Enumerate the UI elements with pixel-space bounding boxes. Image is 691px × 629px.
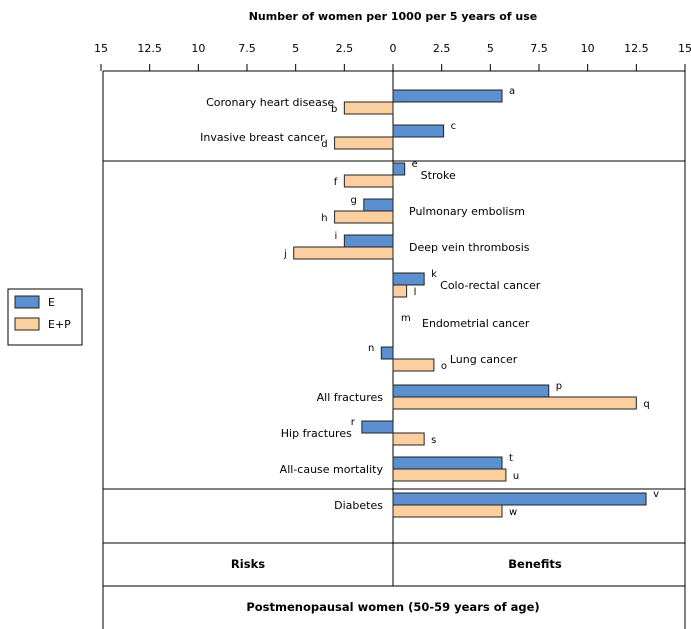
- x-axis-ticks: 15 12.5 10 7.5 5 2.5 0 2.5 5 7.5 10 12.5 15: [94, 42, 691, 71]
- x-tick-label: 12.5: [137, 42, 162, 55]
- bar-i: [343, 234, 394, 248]
- x-tick-label: 15: [678, 42, 691, 55]
- bar-letter: m: [401, 313, 411, 324]
- bar-letter: u: [513, 471, 519, 482]
- bar-w: [392, 504, 503, 518]
- x-tick-label: 2.5: [336, 42, 354, 55]
- bar-f: [343, 174, 394, 188]
- bar-letter-labels: a b c d e f g hi j k l m n o p q r s tu v w: [283, 86, 659, 518]
- category-label: Coronary heart disease: [206, 96, 334, 109]
- bar-t: [392, 456, 503, 470]
- bar-l: [392, 284, 408, 298]
- chart-title: Number of women per 1000 per 5 years of …: [249, 10, 538, 23]
- bar-p: [392, 384, 550, 398]
- bar-letter: i: [335, 231, 338, 242]
- bar-letter: b: [331, 104, 337, 115]
- bar-s: [392, 432, 425, 446]
- bar-letter: q: [643, 399, 649, 410]
- bar-v: [392, 492, 647, 506]
- bar-letter: r: [351, 417, 356, 428]
- x-tick-label: 10: [581, 42, 595, 55]
- bar-r: [361, 420, 394, 434]
- bar-letter: c: [451, 121, 457, 132]
- category-label: Pulmonary embolism: [409, 205, 525, 218]
- category-label: Colo-rectal cancer: [440, 279, 541, 292]
- category-label: Endometrial cancer: [422, 317, 530, 330]
- bar-letter: l: [414, 287, 417, 298]
- legend: E E+P: [7, 288, 83, 346]
- bar-letter: s: [431, 435, 436, 446]
- x-tick-label: 0: [390, 42, 397, 55]
- bar-b: [343, 101, 394, 115]
- category-label: All-cause mortality: [280, 463, 384, 476]
- chart-footer: Risks Benefits Postmenopausal women (50-…: [231, 557, 562, 614]
- bar-d: [334, 136, 394, 150]
- bar-h: [334, 210, 394, 224]
- bar-letter: p: [556, 381, 562, 392]
- x-tick-label: 5: [292, 42, 299, 55]
- x-tick-label: 10: [191, 42, 205, 55]
- benefits-label: Benefits: [508, 557, 562, 571]
- bar-letter: f: [334, 177, 338, 188]
- bar-a: [392, 89, 503, 103]
- bar-letter: k: [431, 269, 437, 280]
- bar-j: [293, 246, 394, 260]
- bar-n: [380, 346, 394, 360]
- category-label: Invasive breast cancer: [200, 131, 325, 144]
- population-label: Postmenopausal women (50-59 years of age…: [246, 600, 539, 614]
- category-label: Diabetes: [334, 499, 383, 512]
- x-tick-label: 12.5: [624, 42, 649, 55]
- bar-g: [363, 198, 394, 212]
- x-tick-label: 15: [94, 42, 108, 55]
- category-label: All fractures: [317, 391, 384, 404]
- category-label: Hip fractures: [281, 427, 352, 440]
- bar-letter: e: [412, 159, 418, 170]
- chart-frame: [102, 70, 686, 629]
- bar-k: [392, 272, 425, 286]
- bar-letter: a: [509, 86, 515, 97]
- category-label: Stroke: [421, 169, 456, 182]
- bar-u: [392, 468, 507, 482]
- bar-q: [392, 396, 637, 410]
- category-label: Deep vein thrombosis: [409, 241, 530, 254]
- legend-swatch: [14, 317, 40, 331]
- x-tick-label: 5: [487, 42, 494, 55]
- bar-e: [392, 162, 406, 176]
- legend-label: E: [48, 296, 55, 309]
- bar-letter: d: [321, 139, 327, 150]
- category-label: Lung cancer: [450, 353, 518, 366]
- x-tick-label: 2.5: [433, 42, 451, 55]
- legend-label: E+P: [48, 318, 71, 331]
- bar-letter: j: [283, 249, 287, 260]
- bar-letter: t: [509, 453, 513, 464]
- risks-label: Risks: [231, 557, 265, 571]
- legend-swatch: [14, 295, 40, 309]
- bar-series-group: [293, 89, 647, 518]
- bar-letter: n: [368, 343, 374, 354]
- bar-letter: g: [350, 195, 356, 206]
- bar-c: [392, 124, 445, 138]
- bar-o: [392, 358, 435, 372]
- x-tick-label: 7.5: [238, 42, 256, 55]
- x-tick-label: 7.5: [530, 42, 548, 55]
- bar-letter: h: [321, 213, 327, 224]
- bar-letter: o: [441, 361, 447, 372]
- category-labels: Coronary heart disease Invasive breast ca…: [200, 96, 541, 512]
- bar-letter: w: [509, 507, 517, 518]
- bar-letter: v: [653, 489, 659, 500]
